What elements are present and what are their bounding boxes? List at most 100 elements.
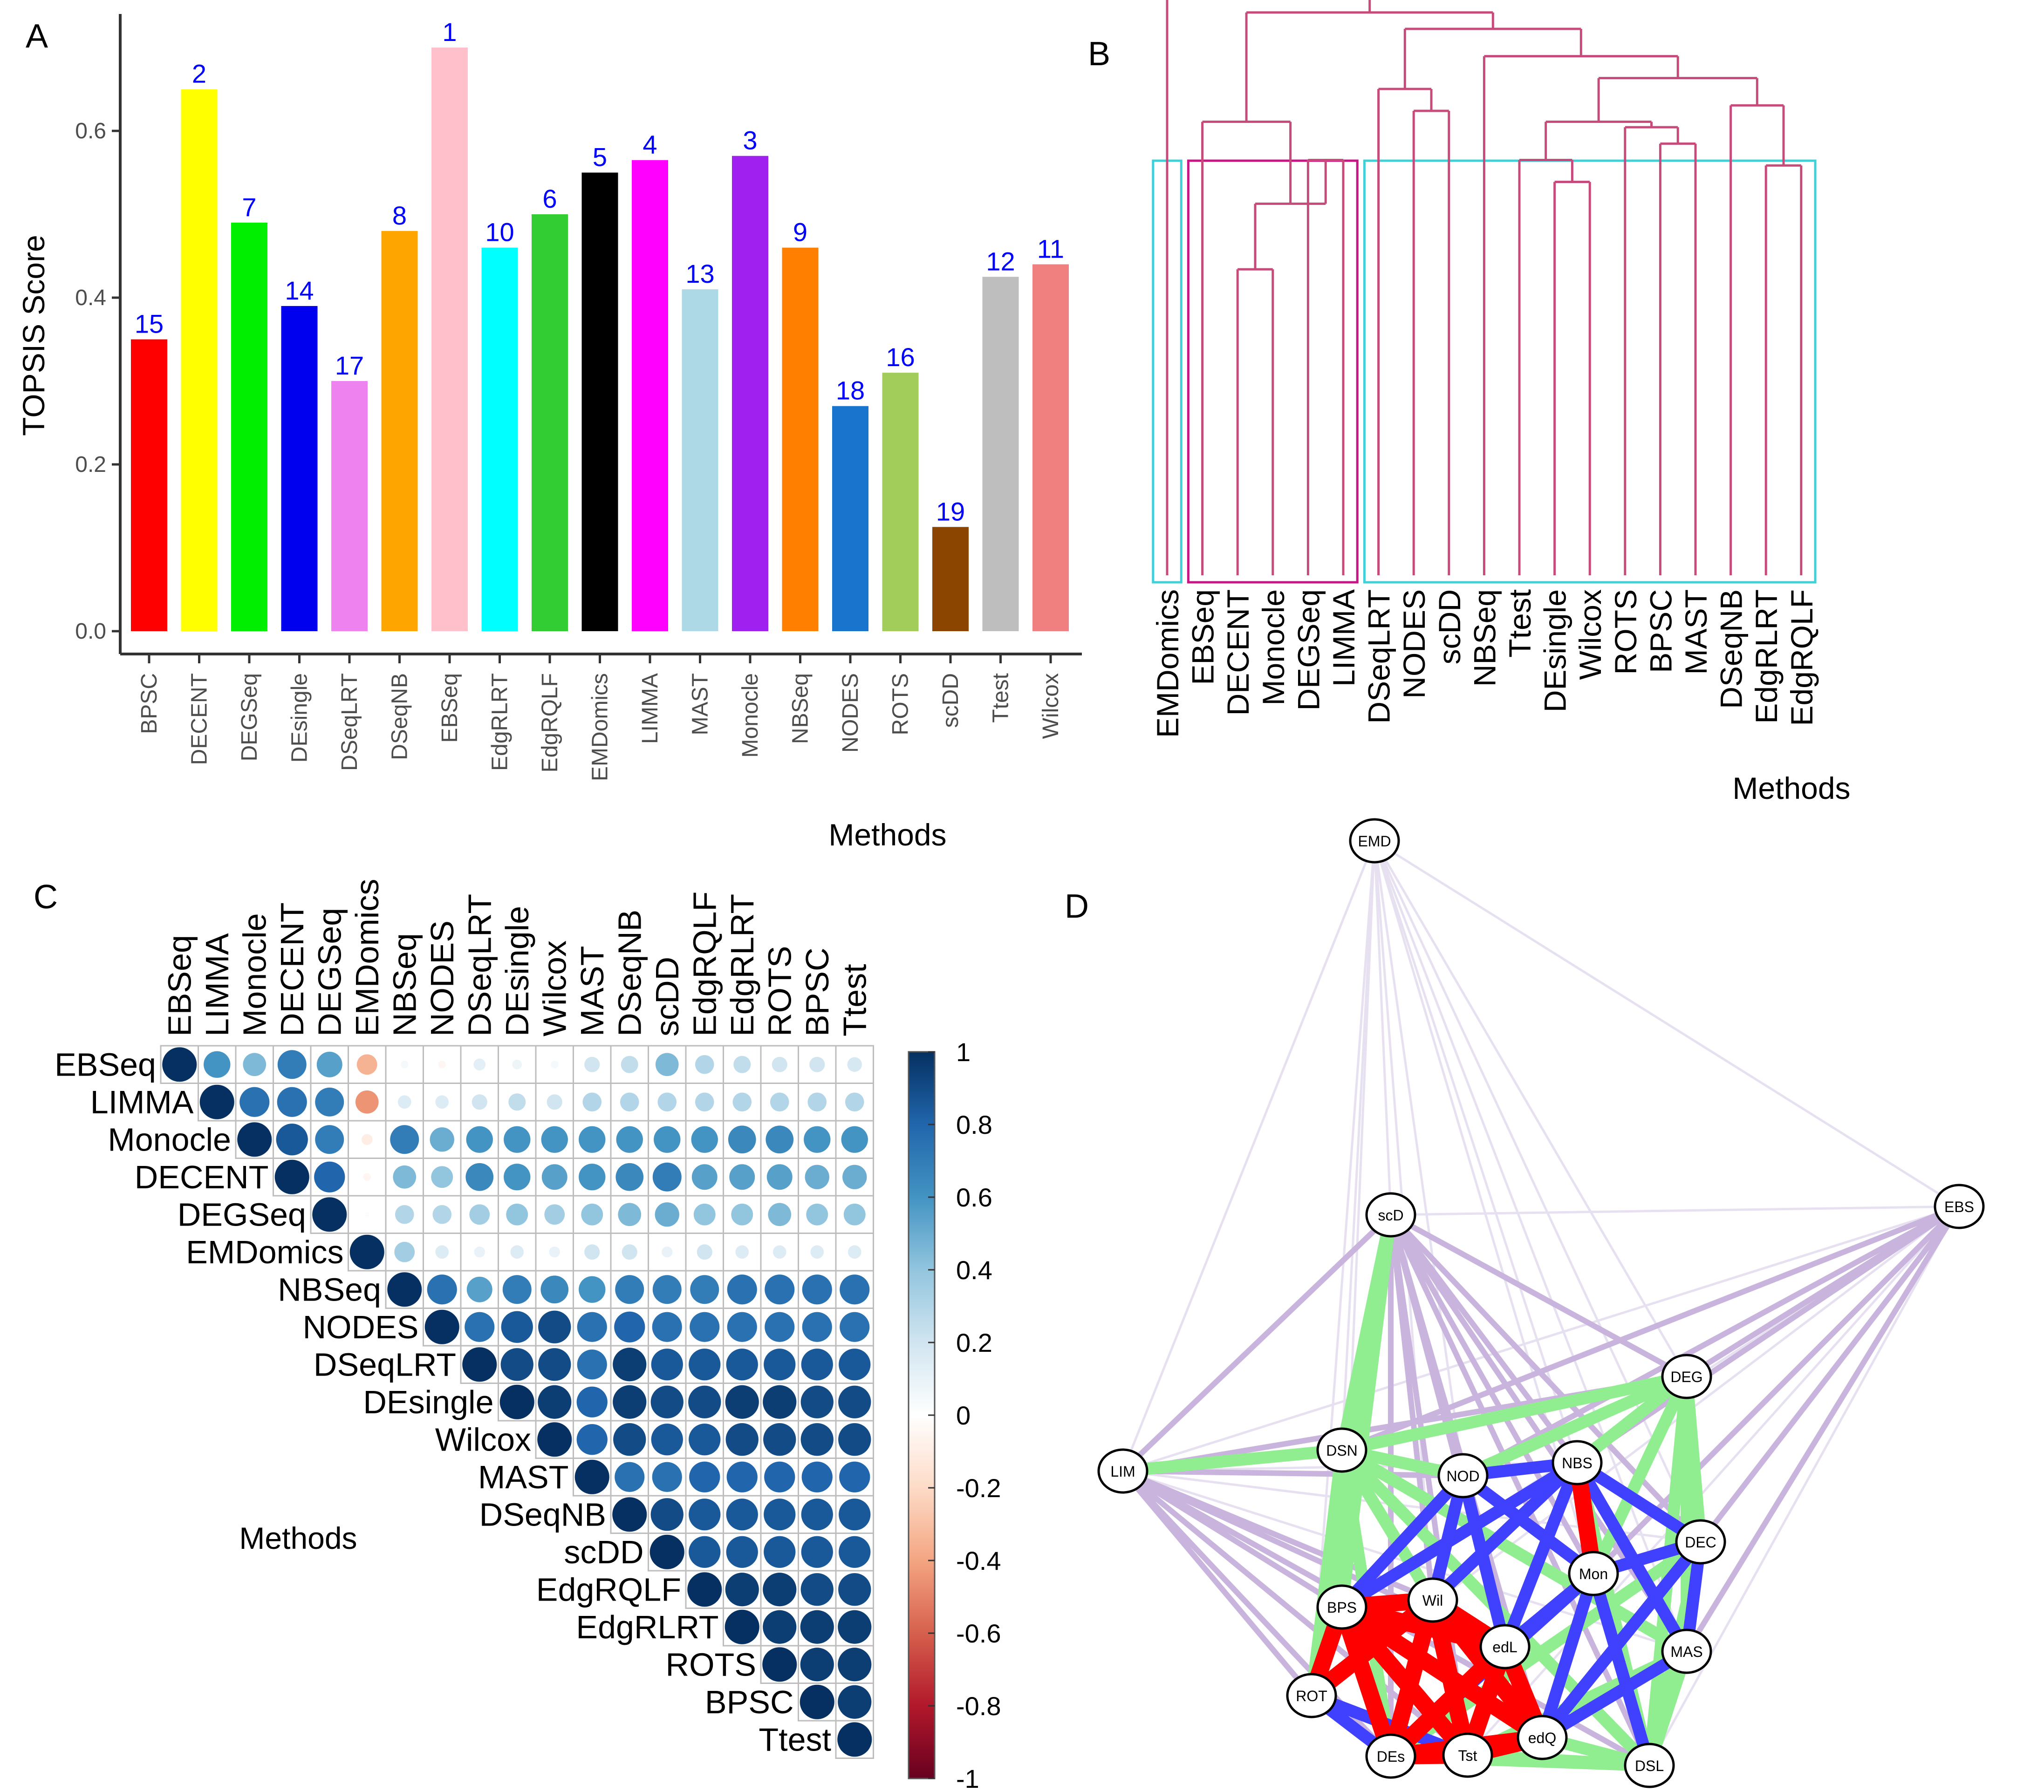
edge-EBS-DSL [1648, 1205, 1961, 1767]
corr-circle-NBSeq-BPSC [802, 1274, 832, 1305]
corr-circle-DEsingle-BPSC [800, 1385, 834, 1418]
corr-circle-MAST-BPSC [801, 1461, 833, 1492]
bar-NBSeq [782, 247, 819, 631]
corr-circle-EBSeq-EdgRLRT [733, 1056, 751, 1073]
corr-circle-scDD-EdgRLRT [726, 1536, 758, 1568]
corr-circle-LIMMA-EdgRQLF [695, 1092, 714, 1112]
edge-DSN-DEG [1336, 1370, 1693, 1456]
corr-circle-NODES-scDD [652, 1312, 682, 1342]
corr-circle-EBSeq-EBSeq [162, 1047, 197, 1082]
corr-circle-NODES-BPSC [802, 1312, 832, 1342]
x-tick-label-DSeqLRT: DSeqLRT [337, 673, 362, 771]
rank-label-DECENT: 2 [192, 59, 206, 89]
corr-circle-DSeqNB-DSeqNB [612, 1497, 647, 1532]
col-label-DECENT: DECENT [274, 902, 310, 1036]
corr-circle-DSeqLRT-Ttest [839, 1349, 871, 1381]
leaf-label-EMDomics: EMDomics [1150, 589, 1185, 738]
corr-circle-DECENT-BPSC [805, 1165, 829, 1189]
col-label-Ttest: Ttest [836, 964, 873, 1036]
correlation-x-axis-title: Methods [239, 1521, 357, 1555]
node-label: DEC [1685, 1534, 1716, 1551]
node-DSN: DSN [1316, 1427, 1367, 1473]
corr-circle-LIMMA-DEsingle [508, 1093, 526, 1111]
corr-circle-Monocle-ROTS [766, 1125, 794, 1154]
corr-circle-DECENT-MAST [579, 1164, 606, 1191]
node-circle [1097, 1448, 1148, 1494]
corr-circle-NODES-DEsingle [501, 1311, 533, 1343]
node-scD: scD [1365, 1192, 1416, 1238]
node-circle [1316, 1584, 1367, 1630]
corr-circle-Wilcox-EdgRQLF [689, 1424, 721, 1456]
corr-circle-Wilcox-ROTS [763, 1423, 796, 1456]
edge-DSN-LIM [1117, 1444, 1348, 1477]
corr-circle-DEGSeq-Ttest [843, 1203, 866, 1226]
corr-circle-DEsingle-DSeqNB [613, 1385, 647, 1419]
node-label: Tst [1458, 1747, 1477, 1764]
corr-circle-NBSeq-NBSeq [387, 1272, 422, 1307]
edge-Wil-DEs [1382, 1592, 1441, 1765]
rank-label-DEGSeq: 7 [242, 192, 256, 222]
corr-circle-LIMMA-BPSC [807, 1092, 827, 1112]
col-label-EMDomics: EMDomics [349, 879, 385, 1036]
bar-y-axis-title: TOPSIS Score [16, 235, 51, 436]
leaf-label-DEsingle: DEsingle [1538, 589, 1572, 712]
x-tick-label-scDD: scDD [938, 673, 963, 728]
corr-circle-EdgRQLF-EdgRQLF [687, 1572, 722, 1607]
panel-label-b: B [1088, 35, 1110, 73]
corr-circle-DSeqLRT-Wilcox [538, 1348, 571, 1381]
node-label: EBS [1944, 1199, 1974, 1215]
corr-circle-DEGSeq-DSeqLRT [469, 1204, 490, 1225]
y-tick-label: 0.6 [75, 119, 106, 143]
colorbar-label: -0.6 [956, 1619, 1001, 1648]
corr-circle-LIMMA-DSeqLRT [472, 1094, 487, 1110]
correlation-panel: EBSeq LIMMA Monocle DECENT DEGSeq EMDomics NBS… [55, 879, 1001, 1792]
corr-circle-LIMMA-EdgRLRT [732, 1092, 752, 1112]
corr-circle-NBSeq-NODES [427, 1274, 457, 1305]
edge-LIM-NOD [1120, 1468, 1466, 1479]
corr-circle-NODES-MAST [577, 1312, 607, 1342]
col-label-LIMMA: LIMMA [199, 933, 235, 1036]
panel-label-a: A [26, 18, 48, 55]
corr-circle-DECENT-DEsingle [504, 1164, 531, 1191]
edge-EMD-scD [1373, 839, 1392, 1216]
col-label-EdgRLRT: EdgRLRT [724, 894, 760, 1036]
edge-NOD-Mon [1457, 1470, 1600, 1580]
corr-circle-DSeqLRT-EdgRQLF [689, 1349, 721, 1381]
rank-label-ROTS: 16 [886, 342, 915, 372]
node-Tst: Tst [1442, 1732, 1493, 1778]
rank-label-Monocle: 3 [743, 126, 757, 155]
corr-circle-DEsingle-MAST [576, 1386, 608, 1417]
rank-label-DEsingle: 14 [285, 276, 314, 305]
panel-label-d: D [1065, 888, 1089, 925]
node-ROT: ROT [1286, 1673, 1337, 1718]
node-DEG: DEG [1661, 1354, 1712, 1399]
leaf-label-MAST: MAST [1679, 589, 1713, 675]
corr-circle-scDD-scDD [649, 1534, 684, 1569]
corr-circle-Monocle-DEGSeq [315, 1125, 344, 1154]
col-label-scDD: scDD [649, 957, 685, 1036]
colorbar-label: -0.2 [956, 1473, 1001, 1503]
leaf-label-NBSeq: NBSeq [1467, 589, 1502, 687]
node-circle [1568, 1551, 1619, 1596]
edge-EMD-DEC [1373, 839, 1702, 1543]
row-label-Wilcox: Wilcox [435, 1421, 531, 1458]
colorbar-label: -0.8 [956, 1691, 1001, 1721]
corr-circle-EBSeq-EdgRQLF [695, 1055, 714, 1074]
col-label-Wilcox: Wilcox [536, 940, 573, 1036]
cluster-box [1187, 159, 1359, 584]
x-tick-label-EdgRLRT: EdgRLRT [488, 673, 513, 771]
row-label-Monocle: Monocle [108, 1121, 231, 1158]
edge-EMD-DEG [1373, 839, 1688, 1378]
x-tick-label-Wilcox: Wilcox [1039, 673, 1063, 739]
col-label-ROTS: ROTS [761, 946, 798, 1036]
corr-circle-EBSeq-LIMMA [204, 1051, 231, 1078]
node-label: DSN [1326, 1442, 1358, 1459]
rank-label-MAST: 13 [685, 259, 714, 288]
corr-circle-EMDomics-EdgRLRT [735, 1245, 749, 1259]
node-circle [1624, 1743, 1675, 1788]
corr-circle-LIMMA-Monocle [239, 1087, 270, 1117]
corr-circle-EBSeq-NBSeq [400, 1060, 409, 1069]
corr-circle-NBSeq-MAST [579, 1276, 606, 1303]
edge-BPS-DEs [1333, 1599, 1399, 1765]
panel-label-c: C [34, 879, 58, 916]
